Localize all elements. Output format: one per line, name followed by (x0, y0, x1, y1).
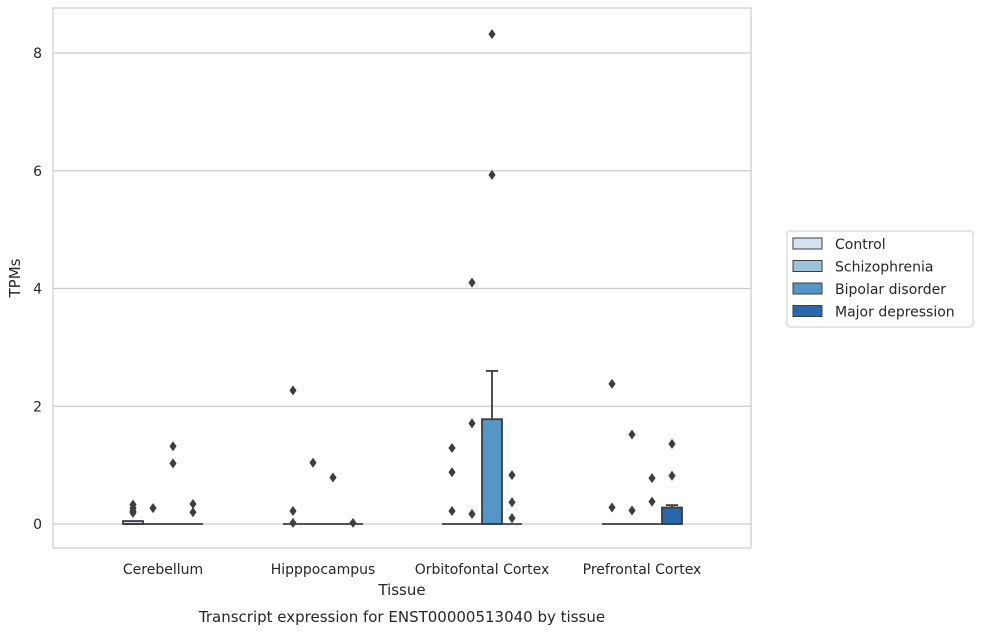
legend-frame (786, 230, 974, 328)
box-3-0 (183, 498, 203, 525)
box-2-0 (163, 441, 183, 525)
legend-swatch-2 (792, 282, 823, 295)
legend-swatch-1 (792, 260, 823, 272)
plot-background (53, 8, 751, 548)
outlier-point (329, 472, 337, 483)
box-0-3 (602, 378, 622, 525)
outlier-point (448, 467, 456, 478)
outlier-point (508, 513, 516, 524)
chart-caption: Transcript expression for ENST0000051304… (198, 608, 605, 626)
outlier-point (648, 473, 656, 484)
outlier-point (149, 503, 157, 514)
box-0-2 (442, 443, 462, 525)
boxes (122, 29, 683, 528)
x-tick-label-2: Orbitofontal Cortex (415, 562, 550, 578)
y-tick-label-6: 6 (33, 164, 42, 180)
outlier-point (648, 496, 656, 507)
outlier-point (488, 29, 496, 40)
outlier-point (289, 517, 297, 528)
outlier-point (289, 506, 297, 517)
legend-label-0: Control (835, 237, 886, 253)
outlier-point (628, 505, 636, 516)
outlier-point (508, 470, 516, 481)
x-tick-labels: Cerebellum Hipppocampus Orbitofontal Corte… (123, 562, 701, 578)
legend-label-3: Major depression (835, 305, 955, 321)
plot-frame (52, 7, 752, 549)
outlier-point (508, 497, 516, 508)
x-tick-label-0: Cerebellum (123, 562, 203, 578)
box-3-3 (661, 438, 683, 525)
box-0-1 (283, 385, 303, 528)
legend-label-2: Bipolar disorder (835, 282, 946, 298)
box-2-2 (481, 29, 503, 525)
outlier-point (448, 506, 456, 517)
box-2-1 (323, 472, 343, 525)
outlier-point (468, 508, 476, 519)
box-body (481, 418, 503, 525)
y-tick-label-8: 8 (33, 46, 42, 62)
legend-swatch-0 (792, 237, 823, 250)
box-3-2 (502, 470, 522, 525)
outlier-point (468, 277, 476, 288)
box-1-1 (303, 457, 323, 525)
legend-swatch-3 (792, 305, 823, 317)
y-tick-labels: 0 2 4 6 8 (33, 46, 42, 533)
x-tick-label-1: Hipppocampus (271, 562, 376, 578)
y-tick-label-4: 4 (33, 282, 42, 298)
y-tick-label-2: 2 (33, 399, 42, 415)
y-axis-label: TPMs (6, 258, 24, 298)
outlier-point (448, 443, 456, 454)
box-1-3 (622, 429, 642, 525)
x-axis-label: Tissue (377, 581, 425, 599)
legend: Control Schizophrenia Bipolar disorder Majo… (786, 230, 974, 328)
outlier-point (289, 385, 297, 396)
outlier-point (668, 470, 676, 481)
outlier-point (309, 457, 317, 468)
outlier-point (189, 498, 197, 509)
outlier-point (668, 438, 676, 449)
outlier-point (349, 517, 357, 528)
box-2-3 (642, 473, 662, 525)
outlier-point (169, 441, 177, 452)
legend-label-1: Schizophrenia (835, 260, 933, 276)
outlier-point (488, 169, 496, 180)
outlier-point (608, 502, 616, 513)
outlier-point (608, 378, 616, 389)
outlier-point (129, 507, 137, 518)
outlier-point (189, 507, 197, 518)
box-3-1 (343, 517, 363, 528)
box-body (661, 506, 683, 525)
y-tick-label-0: 0 (33, 517, 42, 533)
box-1-0 (143, 503, 163, 525)
outlier-point (628, 429, 636, 440)
x-tick-label-3: Prefrontal Cortex (583, 562, 702, 578)
box-1-2 (462, 277, 482, 525)
outlier-point (468, 418, 476, 429)
outlier-point (169, 458, 177, 469)
box-0-0 (122, 499, 144, 525)
